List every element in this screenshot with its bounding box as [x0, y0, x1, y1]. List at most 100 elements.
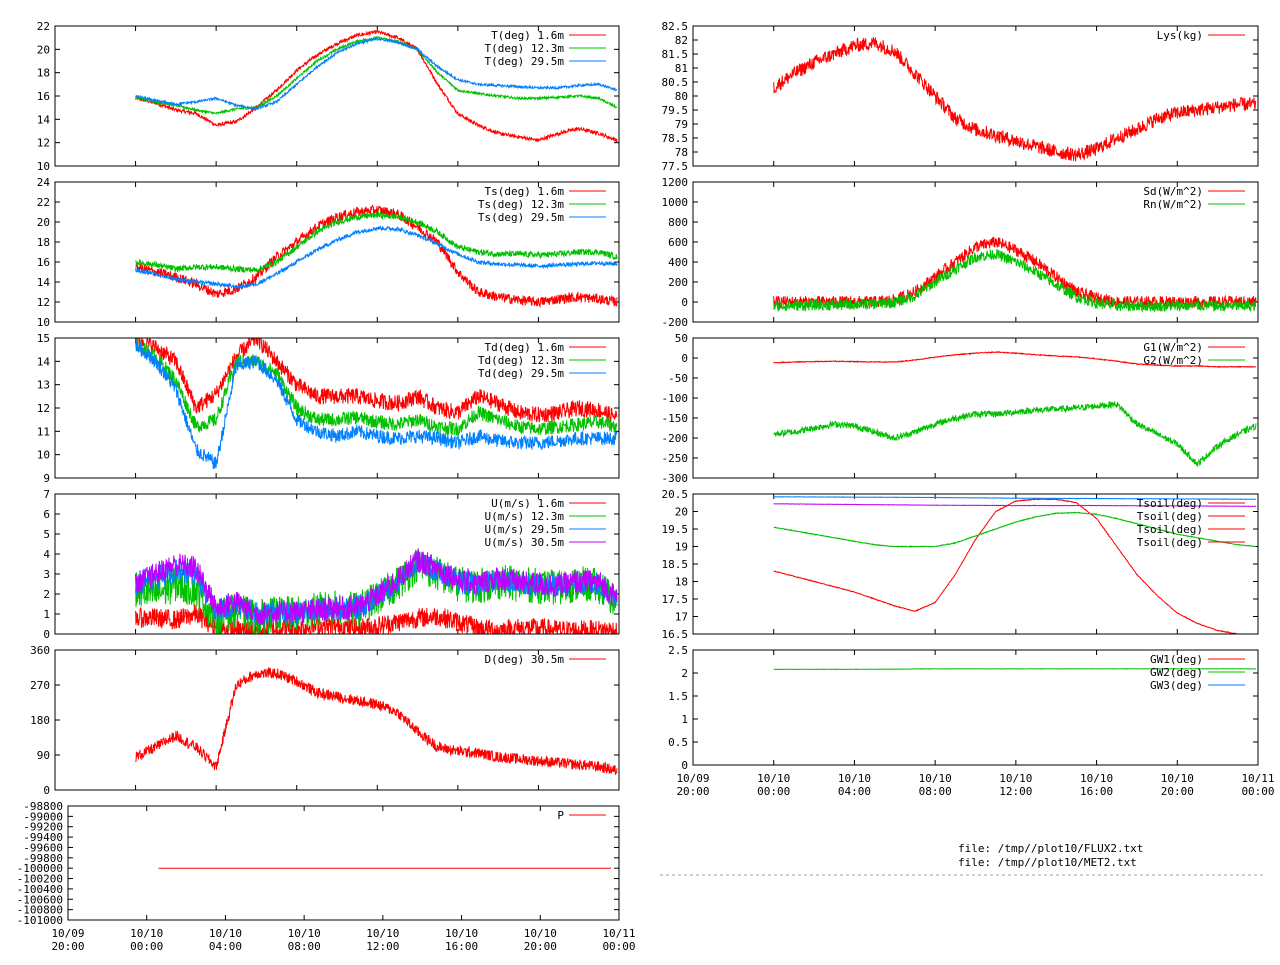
legend-label: Sd(W/m^2)	[1143, 185, 1203, 198]
x-tick-label-date: 10/09	[676, 772, 709, 785]
y-tick-label: 17	[675, 611, 688, 624]
y-tick-label: 17.5	[662, 593, 689, 606]
y-tick-label: -100	[662, 392, 689, 405]
y-tick-label: 10	[37, 316, 50, 329]
y-tick-label: 82.5	[662, 20, 689, 33]
y-tick-label: 2	[43, 588, 50, 601]
y-tick-label: 20	[37, 216, 50, 229]
series-line	[135, 340, 618, 470]
y-tick-label: 19	[675, 541, 688, 554]
y-tick-label: 79.5	[662, 104, 689, 117]
y-tick-label: 16.5	[662, 628, 689, 641]
y-tick-label: -200	[662, 316, 689, 329]
y-tick-label: 10	[37, 449, 50, 462]
x-tick-label-time: 08:00	[288, 940, 321, 953]
y-tick-label: 2.5	[668, 644, 688, 657]
y-tick-label: 200	[668, 276, 688, 289]
radiation-frame	[692, 181, 1259, 323]
wind-speed-frame	[54, 493, 620, 635]
y-tick-label: 270	[30, 679, 50, 692]
legend-label: U(m/s) 30.5m	[485, 536, 565, 549]
y-tick-label: 1.5	[668, 690, 688, 703]
y-tick-label: -99200	[23, 821, 63, 834]
y-tick-label: -98800	[23, 800, 63, 813]
y-tick-label: 81.5	[662, 48, 689, 61]
surface-temperature-frame	[54, 181, 620, 323]
legend-label: T(deg) 29.5m	[485, 55, 565, 68]
y-tick-label: 18	[37, 67, 50, 80]
pressure-frame	[67, 805, 620, 921]
series-line	[135, 204, 618, 309]
x-tick-label-time: 20:00	[1161, 785, 1194, 798]
legend-label: P	[557, 809, 564, 822]
legend-label: G1(W/m^2)	[1143, 341, 1203, 354]
y-tick-label: 79	[675, 118, 688, 131]
legend-label: Ts(deg) 29.5m	[478, 211, 564, 224]
y-tick-label: 24	[37, 176, 51, 189]
y-tick-label: 0	[681, 759, 688, 772]
x-tick-label-time: 12:00	[366, 940, 399, 953]
lysimeter-frame	[692, 25, 1259, 167]
y-tick-label: 0.5	[668, 736, 688, 749]
y-tick-label: -101000	[17, 914, 63, 927]
y-tick-label: -99600	[23, 841, 63, 854]
legend-label: T(deg) 1.6m	[491, 29, 564, 42]
x-tick-label-time: 16:00	[1080, 785, 1113, 798]
series-line	[773, 668, 1256, 671]
series-line	[773, 236, 1257, 310]
y-tick-label: 1	[43, 608, 50, 621]
x-tick-label-time: 04:00	[209, 940, 242, 953]
legend-label: U(m/s) 29.5m	[485, 523, 565, 536]
series-line	[135, 548, 618, 625]
y-tick-label: -50	[668, 372, 688, 385]
series-line	[773, 496, 1257, 500]
series-line	[773, 503, 1257, 507]
legend-label: Rn(W/m^2)	[1143, 198, 1203, 211]
legend-label: Tsoil(deg)	[1137, 510, 1203, 523]
x-tick-label-date: 10/10	[130, 927, 163, 940]
y-tick-label: 7	[43, 488, 50, 501]
x-tick-label-date: 10/09	[51, 927, 84, 940]
legend-label: G2(W/m^2)	[1143, 354, 1203, 367]
legend-label: Ts(deg) 1.6m	[485, 185, 565, 198]
y-tick-label: 12	[37, 296, 50, 309]
y-tick-label: 11	[37, 425, 50, 438]
x-tick-label-date: 10/10	[1080, 772, 1113, 785]
groundwater-panel: 0 0.5 1 1.5 2 2.5 GW1(deg)GW2(deg)GW3(deg) 10/0…	[668, 644, 1274, 798]
y-tick-label: 50	[675, 332, 688, 345]
y-tick-label: 19.5	[662, 523, 689, 536]
y-tick-label: 2	[681, 667, 688, 680]
wind-direction-frame	[54, 649, 620, 791]
y-tick-label: 12	[37, 137, 50, 150]
x-tick-label-date: 10/10	[919, 772, 952, 785]
pressure-panel: -101000-100800-100600-100400-100200-1000…	[17, 800, 636, 953]
y-tick-label: 78.5	[662, 132, 689, 145]
x-tick-label-date: 10/10	[288, 927, 321, 940]
series-line	[773, 498, 1242, 634]
y-tick-label: 15	[37, 332, 50, 345]
y-tick-label: 14	[37, 276, 51, 289]
y-tick-label: 600	[668, 236, 688, 249]
y-tick-label: -99800	[23, 852, 63, 865]
y-tick-label: 14	[37, 113, 51, 126]
x-tick-label-date: 10/11	[602, 927, 635, 940]
y-tick-label: 360	[30, 644, 50, 657]
x-tick-label-time: 08:00	[919, 785, 952, 798]
air-temperature-panel: 10 12 14 16 18 20 22 T(deg) 1.6mT(deg) 12.3mT(d…	[37, 20, 620, 173]
y-tick-label: 77.5	[662, 160, 689, 173]
x-tick-label-date: 10/10	[366, 927, 399, 940]
y-tick-label: 13	[37, 379, 50, 392]
wind-direction-panel: 0 90 180 270 360 D(deg) 30.5m	[30, 644, 620, 797]
y-tick-label: 9	[43, 472, 50, 485]
x-tick-label-date: 10/10	[445, 927, 478, 940]
x-tick-label-date: 10/10	[757, 772, 790, 785]
series-line	[773, 37, 1257, 162]
legend-label: GW3(deg)	[1150, 679, 1203, 692]
legend-label: U(m/s) 12.3m	[485, 510, 565, 523]
legend-label: Td(deg) 12.3m	[478, 354, 564, 367]
y-tick-label: -300	[662, 472, 689, 485]
legend-label: T(deg) 12.3m	[485, 42, 565, 55]
